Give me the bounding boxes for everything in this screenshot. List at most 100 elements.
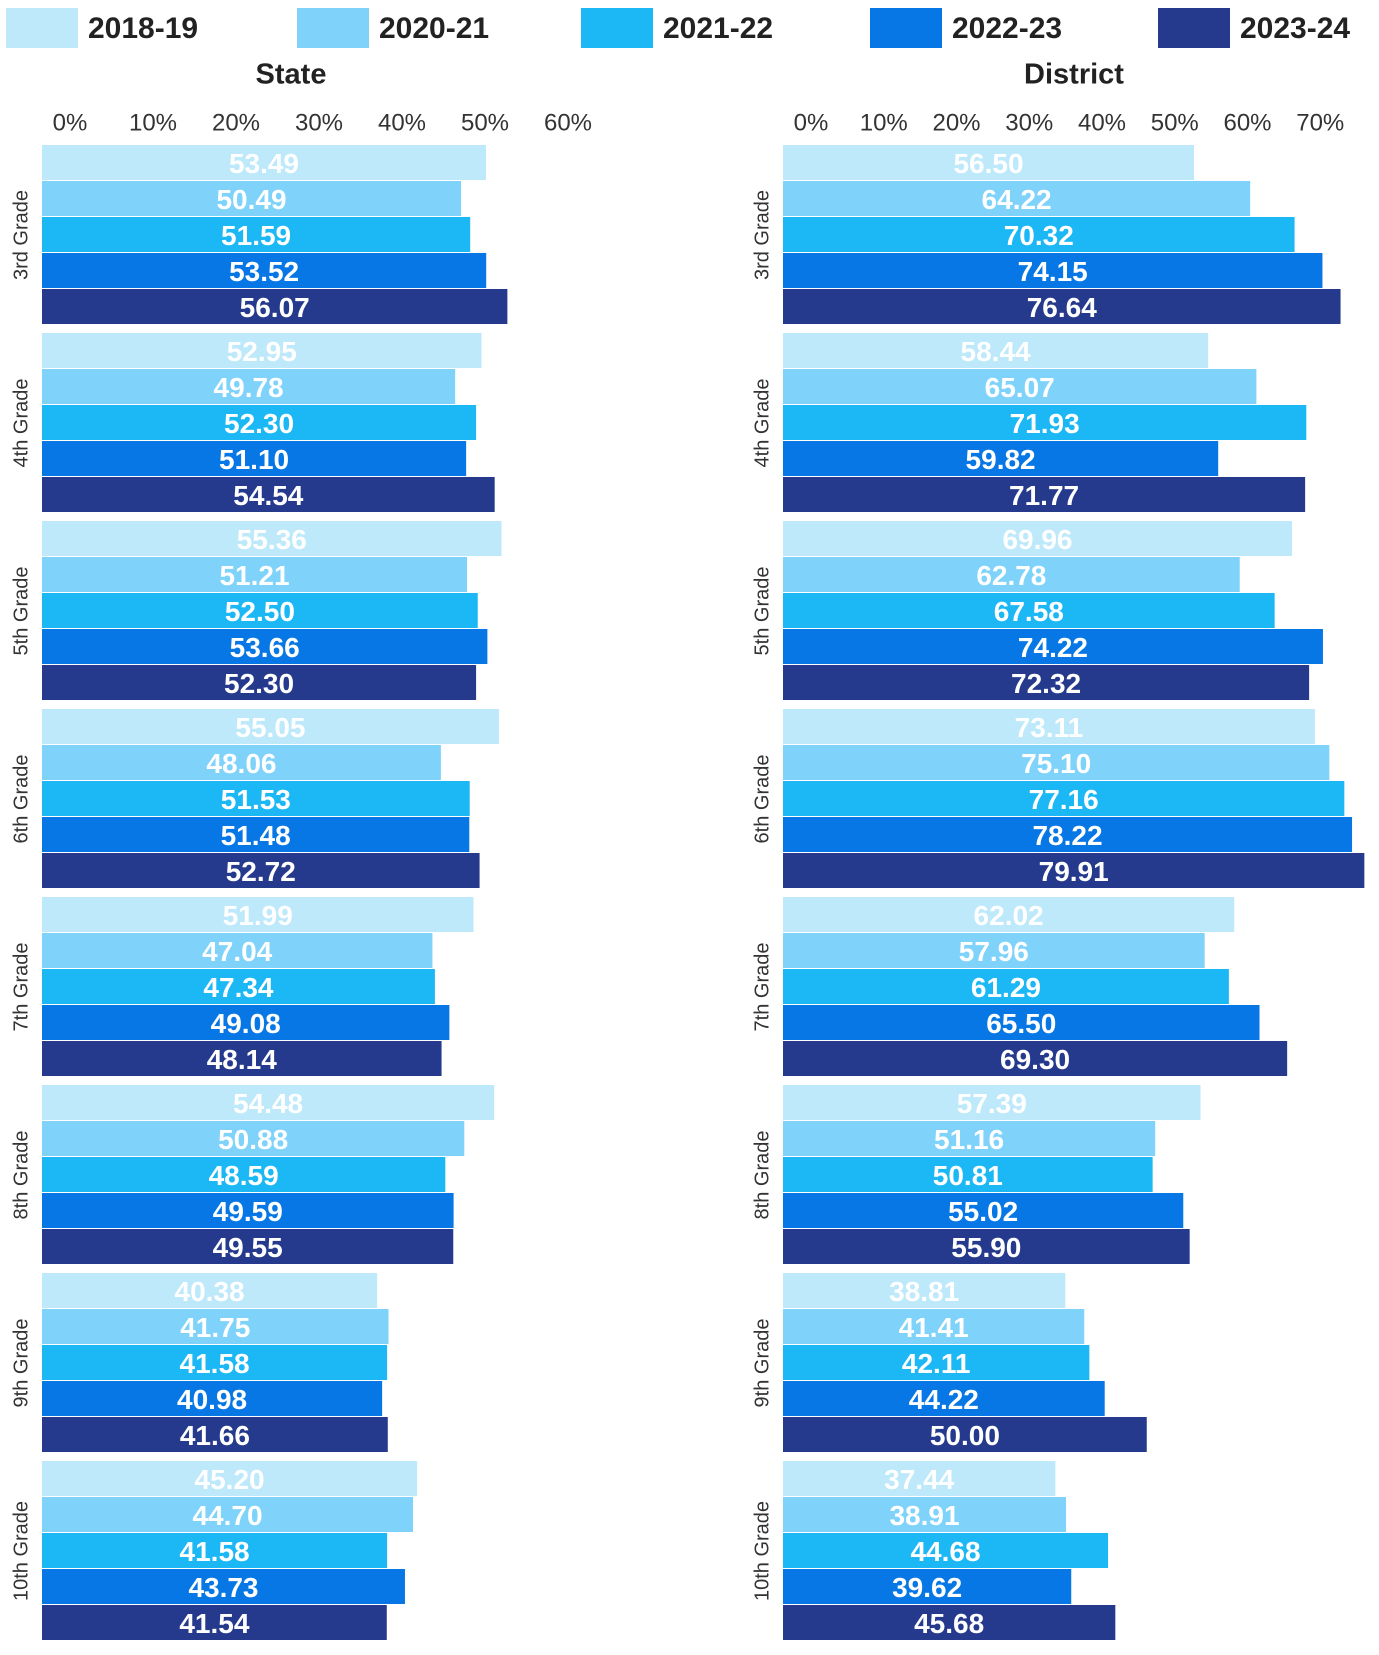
value-label: 39.62 (892, 1572, 962, 1603)
bar (42, 969, 435, 1004)
value-label: 41.66 (180, 1420, 250, 1451)
value-label: 61.29 (971, 972, 1041, 1003)
bar (783, 217, 1295, 252)
bar (42, 593, 478, 628)
bar (42, 1497, 414, 1532)
value-label: 49.08 (211, 1008, 281, 1039)
x-tick-label: 50% (461, 109, 509, 136)
bar (783, 441, 1219, 476)
x-tick-label: 60% (544, 109, 592, 136)
bar (783, 369, 1257, 404)
value-label: 51.16 (934, 1124, 1004, 1155)
value-label: 75.10 (1021, 748, 1091, 779)
y-tick-label: 4th Grade (751, 379, 773, 468)
bar (783, 1193, 1184, 1228)
value-label: 52.50 (225, 596, 295, 627)
value-label: 50.49 (216, 184, 286, 215)
value-label: 55.90 (951, 1232, 1021, 1263)
bar (42, 933, 433, 968)
value-label: 74.22 (1018, 632, 1088, 663)
value-label: 51.21 (219, 560, 289, 591)
value-label: 49.55 (213, 1232, 283, 1263)
x-tick-label: 10% (129, 109, 177, 136)
value-label: 52.95 (227, 336, 297, 367)
bar (42, 781, 470, 816)
value-label: 45.20 (195, 1464, 265, 1495)
value-label: 59.82 (966, 444, 1036, 475)
value-label: 48.59 (209, 1160, 279, 1191)
value-label: 50.88 (218, 1124, 288, 1155)
value-label: 42.11 (902, 1348, 971, 1379)
value-label: 53.66 (230, 632, 300, 663)
value-label: 55.36 (237, 524, 307, 555)
value-label: 40.38 (175, 1276, 245, 1307)
value-label: 41.41 (899, 1312, 969, 1343)
bar (783, 665, 1310, 700)
bar (783, 1005, 1260, 1040)
bar (42, 1121, 465, 1156)
bar (783, 933, 1205, 968)
value-label: 62.02 (974, 900, 1044, 931)
value-label: 55.05 (235, 712, 305, 743)
bar (783, 145, 1195, 180)
bar (783, 181, 1251, 216)
bar (783, 969, 1229, 1004)
bar (42, 1273, 378, 1308)
value-label: 72.32 (1011, 668, 1081, 699)
y-tick-label: 7th Grade (751, 943, 773, 1032)
value-label: 43.73 (188, 1572, 258, 1603)
value-label: 73.11 (1015, 712, 1084, 743)
bar (42, 333, 482, 368)
bar (783, 1533, 1109, 1568)
legend-swatch (1158, 8, 1230, 48)
y-tick-label: 10th Grade (10, 1501, 32, 1601)
legend-swatch (6, 8, 78, 48)
value-label: 52.30 (224, 408, 294, 439)
bar (42, 1157, 446, 1192)
bar (42, 369, 456, 404)
chart-title: State (256, 59, 327, 91)
value-label: 62.78 (976, 560, 1046, 591)
value-label: 54.48 (233, 1088, 303, 1119)
bar (783, 1497, 1067, 1532)
legend-label: 2018-19 (88, 12, 198, 45)
chart-title: District (1024, 59, 1124, 91)
value-label: 77.16 (1029, 784, 1099, 815)
value-label: 56.07 (240, 292, 310, 323)
bar (783, 1041, 1288, 1076)
bar (783, 1605, 1116, 1640)
value-label: 74.15 (1018, 256, 1088, 287)
y-tick-label: 9th Grade (10, 1319, 32, 1408)
value-label: 47.34 (203, 972, 273, 1003)
value-label: 55.02 (948, 1196, 1018, 1227)
legend-label: 2020-21 (379, 12, 489, 45)
legend-label: 2022-23 (952, 12, 1062, 45)
value-label: 38.91 (889, 1500, 959, 1531)
value-label: 69.30 (1000, 1044, 1070, 1075)
bar (42, 1309, 389, 1344)
bar (42, 477, 495, 512)
value-label: 57.96 (959, 936, 1029, 967)
value-label: 45.68 (914, 1608, 984, 1639)
legend-swatch (870, 8, 942, 48)
value-label: 41.75 (180, 1312, 250, 1343)
y-tick-label: 6th Grade (751, 755, 773, 844)
value-label: 64.22 (982, 184, 1052, 215)
value-label: 53.52 (229, 256, 299, 287)
legend-label: 2023-24 (1240, 12, 1350, 45)
x-tick-label: 20% (932, 109, 980, 136)
y-tick-label: 4th Grade (10, 379, 32, 468)
value-label: 52.72 (226, 856, 296, 887)
value-label: 50.81 (933, 1160, 1003, 1191)
value-label: 38.81 (889, 1276, 959, 1307)
bar (783, 1461, 1056, 1496)
x-tick-label: 40% (378, 109, 426, 136)
y-tick-label: 9th Grade (751, 1319, 773, 1408)
bar (42, 1381, 383, 1416)
bar (783, 1569, 1072, 1604)
bar (783, 1309, 1085, 1344)
bar (42, 1569, 405, 1604)
value-label: 57.39 (957, 1088, 1027, 1119)
value-label: 37.44 (884, 1464, 954, 1495)
